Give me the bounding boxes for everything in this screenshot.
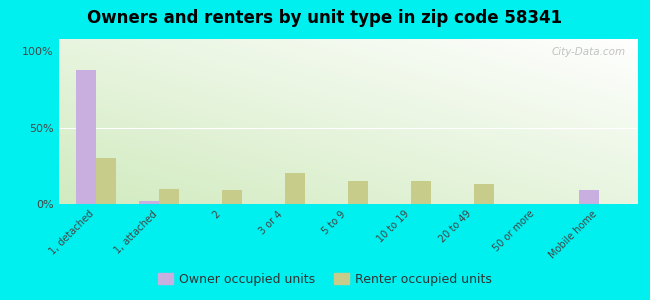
Bar [473, 184, 493, 204]
Bar [411, 181, 431, 204]
Text: City-Data.com: City-Data.com [551, 47, 625, 57]
Text: Owners and renters by unit type in zip code 58341: Owners and renters by unit type in zip c… [88, 9, 562, 27]
Bar [159, 189, 179, 204]
Bar [139, 201, 159, 204]
Legend: Owner occupied units, Renter occupied units: Owner occupied units, Renter occupied un… [153, 268, 497, 291]
Bar [222, 190, 242, 204]
Bar [579, 190, 599, 204]
Bar [76, 70, 96, 204]
Bar [285, 173, 305, 204]
Bar [96, 158, 116, 204]
Bar [348, 181, 368, 204]
